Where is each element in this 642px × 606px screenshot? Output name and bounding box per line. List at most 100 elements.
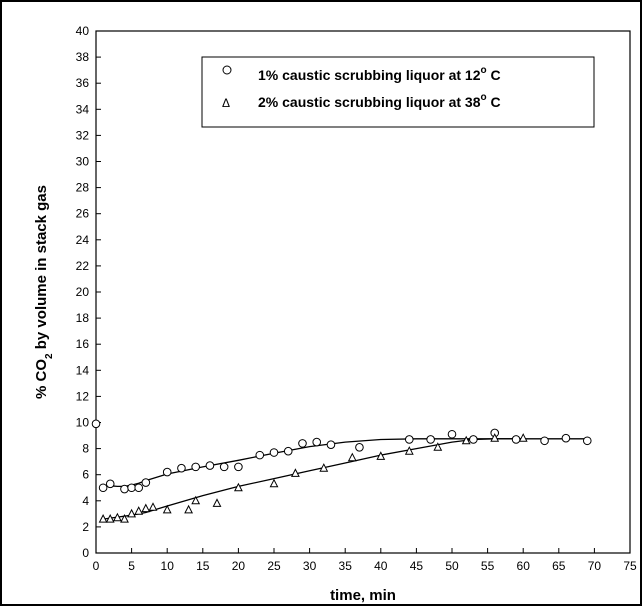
legend-label-series-1: 1% caustic scrubbing liquor at 12o C <box>258 65 501 83</box>
data-point-triangle <box>404 446 414 455</box>
y-tick-label: 2 <box>82 520 89 534</box>
legend-label-series-2: 2% caustic scrubbing liquor at 38o C <box>258 92 501 110</box>
x-tick-label: 10 <box>161 559 175 573</box>
y-tick-label: 6 <box>82 468 89 482</box>
data-point-circle <box>269 448 279 457</box>
data-point-triangle <box>461 435 471 445</box>
y-tick-label: 14 <box>76 363 90 377</box>
legend-marker-circle <box>222 65 232 75</box>
x-tick-label: 20 <box>232 559 246 573</box>
data-point-circle <box>191 462 200 472</box>
data-point-circle <box>582 436 592 446</box>
data-point-circle <box>234 462 243 472</box>
y-tick-label: 20 <box>76 285 90 299</box>
data-point-circle <box>120 484 129 494</box>
data-point-circle <box>447 429 457 439</box>
data-point-triangle <box>184 504 194 514</box>
y-tick-label: 16 <box>76 337 90 351</box>
data-point-triangle <box>162 504 172 514</box>
data-point-circle <box>511 435 521 444</box>
legend-marker-triangle: Δ <box>222 96 230 110</box>
y-tick-label: 24 <box>76 233 90 247</box>
x-axis: 0 5 10 15 20 25 30 35 40 45 50 55 60 65 70 75 <box>93 548 637 573</box>
data-point-circle <box>219 462 229 472</box>
data-point-circle <box>134 483 144 493</box>
y-tick-label: 26 <box>76 207 90 221</box>
data-point-triangle <box>134 506 144 515</box>
data-point-triangle <box>127 508 137 518</box>
data-point-triangle <box>433 442 443 451</box>
data-point-triangle <box>98 514 108 523</box>
data-point-circle <box>105 479 115 489</box>
data-point-triangle <box>518 433 528 442</box>
y-tick-label: 36 <box>76 76 90 90</box>
data-point-circle <box>98 483 108 493</box>
y-axis-label: % CO2 by volume in stack gas <box>33 185 55 399</box>
y-tick-label: 18 <box>76 311 90 325</box>
x-tick-label: 50 <box>445 559 459 573</box>
data-point-circle <box>141 478 151 487</box>
data-point-triangle <box>233 482 243 492</box>
data-markers <box>91 419 592 523</box>
x-tick-label: 65 <box>552 559 566 573</box>
data-point-triangle <box>319 463 329 472</box>
data-point-triangle <box>290 468 300 477</box>
y-tick-label: 10 <box>76 416 90 430</box>
x-tick-label: 55 <box>481 559 495 573</box>
data-point-circle <box>127 483 136 493</box>
data-point-circle <box>469 435 478 444</box>
data-point-circle <box>426 435 435 444</box>
x-tick-label: 25 <box>267 559 281 573</box>
data-point-triangle <box>141 503 151 513</box>
y-tick-label: 12 <box>76 389 90 403</box>
x-tick-label: 75 <box>623 559 637 573</box>
data-point-circle <box>540 436 549 446</box>
data-point-triangle <box>120 514 129 523</box>
data-point-triangle <box>112 512 122 522</box>
data-point-triangle <box>105 514 115 523</box>
y-tick-label: 4 <box>82 494 89 508</box>
data-point-circle <box>298 439 307 448</box>
data-point-circle <box>205 461 215 470</box>
data-point-circle <box>355 442 364 452</box>
y-tick-label: 38 <box>76 50 90 64</box>
x-tick-label: 70 <box>588 559 602 573</box>
data-point-triangle <box>376 451 386 460</box>
data-point-triangle <box>148 502 158 511</box>
x-axis-label: time, min <box>330 587 396 604</box>
data-point-triangle <box>269 478 279 488</box>
x-tick-label: 40 <box>374 559 388 573</box>
data-point-circle <box>326 440 336 449</box>
y-tick-label: 40 <box>76 24 90 38</box>
x-tick-label: 15 <box>196 559 210 573</box>
y-tick-label: 32 <box>76 128 90 142</box>
x-tick-label: 60 <box>517 559 531 573</box>
y-tick-label: 28 <box>76 181 90 195</box>
x-tick-label: 5 <box>128 559 135 573</box>
data-point-triangle <box>212 498 222 507</box>
x-tick-label: 0 <box>93 559 100 573</box>
legend-box <box>201 56 595 128</box>
y-tick-label: 0 <box>82 546 89 560</box>
x-tick-label: 30 <box>303 559 317 573</box>
data-point-circle <box>404 435 414 444</box>
data-point-circle <box>177 463 186 473</box>
x-tick-label: 35 <box>339 559 353 573</box>
data-point-circle <box>91 419 101 429</box>
legend: 1% caustic scrubbing liquor at 12o C Δ 2… <box>201 56 595 128</box>
data-point-circle <box>312 437 322 447</box>
data-point-circle <box>255 450 265 460</box>
data-point-circle <box>162 467 172 477</box>
data-point-triangle <box>490 433 500 442</box>
y-tick-label: 30 <box>76 155 90 169</box>
y-tick-label: 34 <box>76 102 90 116</box>
data-point-triangle <box>347 452 357 462</box>
x-tick-label: 45 <box>410 559 424 573</box>
data-point-circle <box>561 433 571 443</box>
y-tick-label: 8 <box>82 442 89 456</box>
data-point-triangle <box>191 495 201 505</box>
y-tick-label: 22 <box>76 259 90 273</box>
data-point-circle <box>283 446 293 456</box>
